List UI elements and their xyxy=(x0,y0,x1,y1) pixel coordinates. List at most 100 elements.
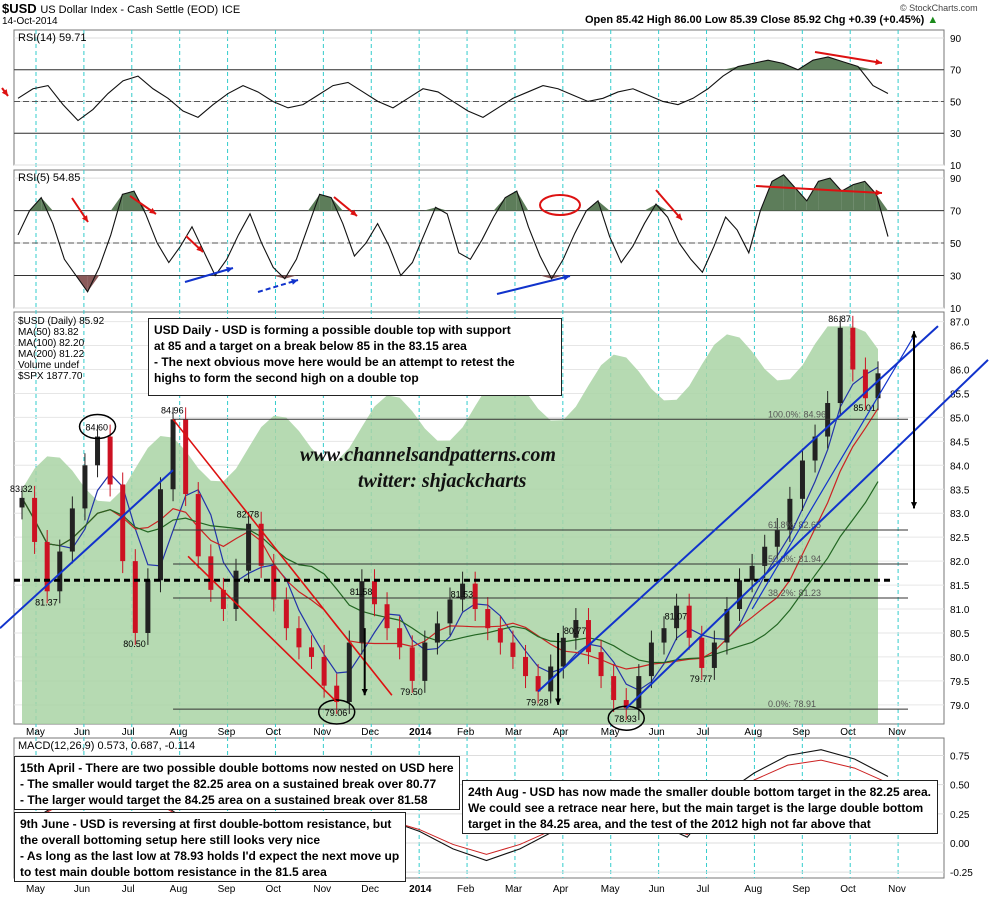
candle-body xyxy=(523,656,529,677)
price-legend-item: MA(100) 82.20 xyxy=(18,338,85,349)
macd-title: MACD(12,26,9) 0.573, 0.687, -0.114 xyxy=(18,740,195,752)
price-data-label: 81.53 xyxy=(451,590,474,600)
red-channel-line xyxy=(172,418,393,696)
x-tick-label-bottom: Dec xyxy=(361,884,379,895)
candle-body xyxy=(799,460,805,499)
rsi-overbought-fill xyxy=(772,174,784,211)
note-april: 15th April - There are two possible doub… xyxy=(14,756,460,810)
y-tick-label: 10 xyxy=(950,161,962,172)
rsi-overbought-fill xyxy=(656,204,668,211)
candle-body xyxy=(497,628,503,643)
rsi-overbought-fill xyxy=(493,197,506,211)
label-circle xyxy=(607,705,645,731)
blue-trend-line xyxy=(625,359,989,709)
rsi5-arrow-head xyxy=(675,213,682,220)
price-data-label: 79.50 xyxy=(400,687,423,697)
rsi5-arrow xyxy=(655,189,683,221)
candle-body xyxy=(321,656,327,686)
rsi5-circle xyxy=(539,194,581,216)
candle-body xyxy=(560,637,566,667)
candle-body xyxy=(485,609,491,629)
price-legend-item: MA(200) 81.22 xyxy=(18,349,85,360)
x-tick-label-bottom: Oct xyxy=(265,884,281,895)
rsi-oversold-fill xyxy=(284,275,297,279)
candle-body xyxy=(371,581,377,605)
candle-body xyxy=(434,623,440,643)
chart-date: 14-Oct-2014 xyxy=(2,16,58,27)
price-data-label: 79.77 xyxy=(690,674,713,684)
note-april-line: - The smaller would target the 82.25 are… xyxy=(20,777,437,791)
candle-body xyxy=(384,604,390,629)
x-tick-label: Jul xyxy=(122,727,135,738)
instrument-name: US Dollar Index - Cash Settle (EOD) xyxy=(40,4,219,16)
x-tick-label: Dec xyxy=(361,727,379,738)
x-tick-label-bottom: Nov xyxy=(888,884,906,895)
ohlc-readout: Open 85.42 High 86.00 Low 85.39 Close 85… xyxy=(585,14,938,26)
price-data-label: 81.07 xyxy=(665,612,688,622)
x-tick-label-bottom: Aug xyxy=(744,884,762,895)
ma50-line xyxy=(21,366,879,691)
y-tick-label: 50 xyxy=(950,239,962,250)
candle-body xyxy=(107,436,113,485)
candle-body xyxy=(611,676,617,701)
red-channel-line xyxy=(187,555,338,703)
note-daily-line: - The next obvious move here would be an… xyxy=(154,355,515,369)
candle-body xyxy=(220,589,226,610)
y-tick-label: 0.50 xyxy=(950,781,970,792)
label-circle xyxy=(78,413,117,440)
rsi-overbought-fill xyxy=(331,197,343,211)
rsi5-divergence-arrow xyxy=(755,185,883,194)
candle-body xyxy=(334,685,340,702)
x-tick-label: May xyxy=(601,727,620,738)
candle-body xyxy=(346,642,352,702)
candle-body xyxy=(711,642,717,668)
y-tick-label: 81.5 xyxy=(950,581,970,592)
candle-body xyxy=(648,642,654,677)
note-june-line: the overall bottoming setup here still l… xyxy=(20,833,321,847)
x-tick-label: Nov xyxy=(888,727,906,738)
note-august: 24th Aug - USD has now made the smaller … xyxy=(462,780,938,834)
candle-body xyxy=(762,546,768,566)
candle-body xyxy=(812,436,818,461)
rsi-overbought-fill xyxy=(435,207,448,211)
x-tick-label: Jun xyxy=(649,727,665,738)
rsi-overbought-fill xyxy=(843,61,858,70)
candle-body xyxy=(447,599,453,624)
blue-trend-line xyxy=(537,325,939,693)
price-legend-item: Volume undef xyxy=(18,360,79,371)
candle-body xyxy=(875,373,881,399)
candle-body xyxy=(208,556,214,590)
candle-body xyxy=(623,700,629,709)
ohlc-text: Open 85.42 High 86.00 Low 85.39 Close 85… xyxy=(585,14,925,26)
rsi-overbought-fill xyxy=(818,178,830,211)
note-daily-line: USD Daily - USD is forming a possible do… xyxy=(154,323,511,337)
price-data-label: 80.50 xyxy=(123,639,146,649)
candle-body xyxy=(132,561,138,633)
rsi-overbought-fill xyxy=(424,207,436,211)
price-data-label: 84.96 xyxy=(161,405,184,415)
price-data-label: 84.60 xyxy=(86,423,109,433)
y-tick-label: 80.0 xyxy=(950,653,970,664)
y-tick-label: 30 xyxy=(950,129,962,140)
candle-body xyxy=(120,484,126,562)
measured-move-arrow-head xyxy=(555,698,562,705)
ohlc-up-arrow: ▲ xyxy=(927,14,939,26)
y-tick-label: 70 xyxy=(950,66,962,77)
y-tick-label: 79.0 xyxy=(950,701,970,712)
y-tick-label: 87.0 xyxy=(950,318,970,329)
x-tick-label: Nov xyxy=(313,727,331,738)
x-tick-label: Jun xyxy=(74,727,90,738)
price-legend-item: MA(50) 83.82 xyxy=(18,327,79,338)
x-tick-label-bottom: May xyxy=(26,884,45,895)
x-tick-label-bottom: Sep xyxy=(218,884,236,895)
rsi14-divergence-arrow xyxy=(814,51,883,64)
x-tick-label-bottom: Sep xyxy=(792,884,810,895)
x-tick-label: Aug xyxy=(744,727,762,738)
x-tick-label-bottom: Jul xyxy=(697,884,710,895)
rsi5-arrow-head xyxy=(350,209,357,216)
rsi5-divergence-arrow-head xyxy=(875,189,882,196)
panel-frame-rsi14 xyxy=(13,29,945,166)
x-tick-label-bottom: Aug xyxy=(170,884,188,895)
rsi5-arrow-head xyxy=(81,215,88,222)
rsi5-blue-arrow xyxy=(496,275,571,295)
